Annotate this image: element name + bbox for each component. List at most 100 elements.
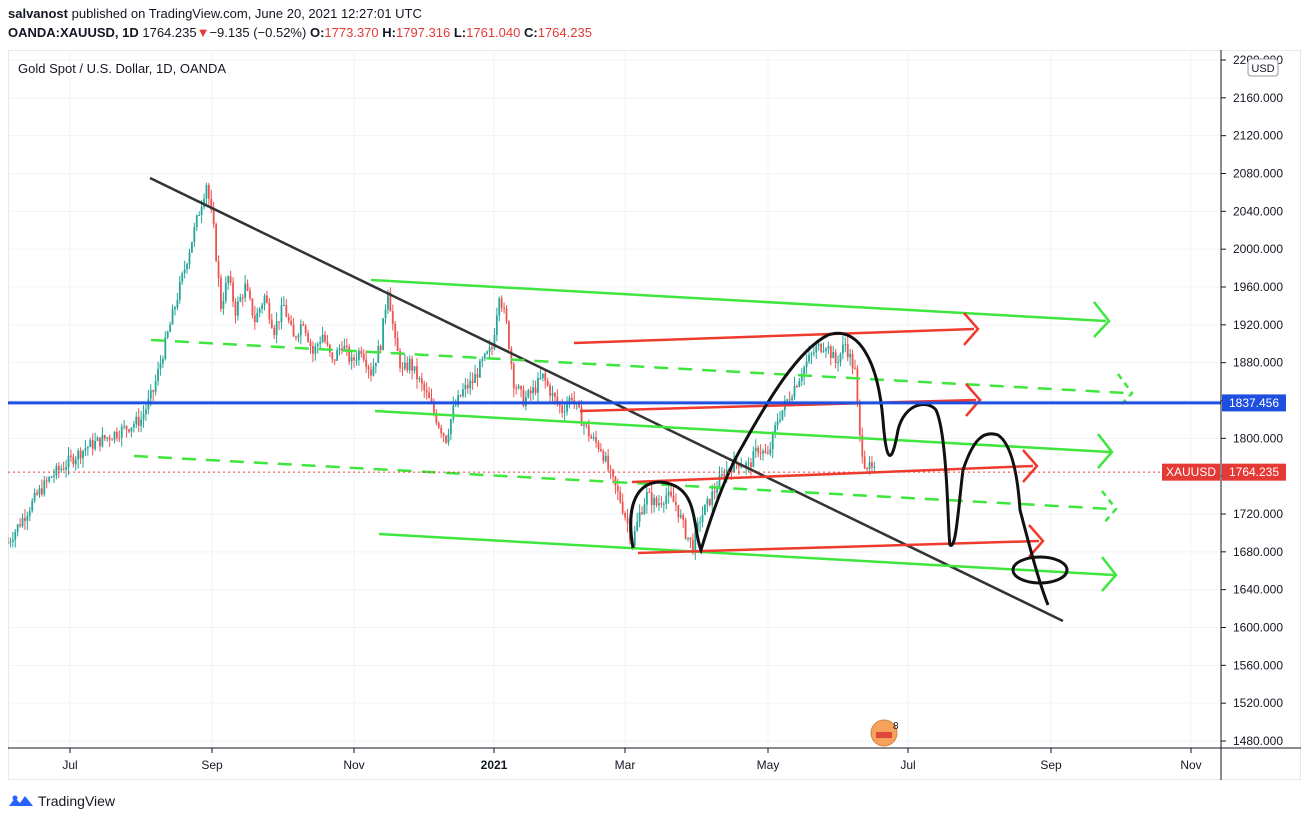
candle-body [837, 362, 839, 364]
red-line-3[interactable] [631, 464, 1034, 484]
candle-body [123, 426, 126, 428]
candle-body [370, 369, 372, 376]
candle-body [135, 416, 138, 425]
price-change: −9.135 (−0.52%) [209, 25, 307, 40]
candle-body [350, 357, 353, 362]
candle-body [713, 491, 716, 493]
candle-body [195, 215, 198, 228]
candle-body [624, 512, 626, 518]
y-tick-label: 2160.000 [1233, 91, 1283, 105]
candle-body [116, 431, 118, 438]
x-tick-label: Nov [343, 758, 364, 772]
candle-body [457, 395, 460, 406]
candle-body [128, 429, 130, 432]
candle-body [420, 378, 423, 384]
red-line-4[interactable] [637, 539, 1040, 555]
candle-body [321, 334, 324, 343]
economic-events-badge[interactable]: 8 [870, 719, 899, 747]
green-arrowhead-icon [1097, 433, 1114, 469]
candle-body [800, 376, 803, 381]
candle-body [706, 498, 709, 505]
candle-body [24, 517, 26, 521]
red-arrowhead-icon [963, 312, 980, 346]
y-tick-label: 1960.000 [1233, 280, 1283, 294]
candle-body [689, 537, 692, 540]
candle-body [863, 456, 866, 469]
candle-body [858, 401, 861, 436]
candle-body [345, 345, 348, 348]
chart-area[interactable]: 2200.0002160.0002120.0002080.0002040.000… [7, 49, 1302, 781]
candle-body [766, 452, 769, 454]
author-name[interactable]: salvanost [8, 6, 68, 21]
candle-body [176, 299, 179, 308]
freehand-target-circle[interactable] [1011, 555, 1069, 585]
candle-body [607, 455, 610, 470]
candle-body [694, 531, 697, 554]
candle-body [86, 447, 89, 449]
candle-body [48, 477, 51, 482]
y-tick-label: 1880.000 [1233, 356, 1283, 370]
red-line-1[interactable] [573, 327, 975, 345]
candle-body [181, 273, 184, 282]
candle-body [643, 504, 646, 514]
candle-body [636, 521, 639, 531]
candle-body [672, 495, 675, 503]
candle-body [842, 344, 844, 354]
candle-body [292, 324, 295, 337]
descending-trendline[interactable] [149, 176, 1064, 623]
green-channel-middle[interactable] [374, 409, 1111, 454]
price-chart-svg[interactable]: 2200.0002160.0002120.0002080.0002040.000… [7, 49, 1302, 781]
candle-body [812, 352, 815, 354]
currency-badge[interactable] [1247, 58, 1279, 77]
level-price-tag [1222, 394, 1286, 412]
candle-body [251, 298, 254, 316]
candle-body [377, 345, 380, 363]
candle-body [481, 358, 484, 361]
candle-body [764, 450, 767, 453]
candle-body [500, 298, 503, 308]
candle-body [563, 411, 566, 413]
candle-body [776, 421, 779, 426]
candle-body [237, 301, 239, 316]
publish-text: published on TradingView.com, June 20, 2… [71, 6, 422, 21]
last-price-tag [1222, 463, 1286, 481]
candle-body [270, 319, 273, 328]
candle-body [648, 491, 651, 493]
candle-body [261, 304, 263, 309]
candle-body [21, 517, 24, 527]
candle-body [430, 398, 433, 403]
candle-body [522, 389, 525, 407]
tradingview-brand[interactable]: TradingView [8, 793, 115, 809]
y-tick-label: 1480.000 [1233, 734, 1283, 748]
y-tick-label: 1920.000 [1233, 318, 1283, 332]
green-dashed-line-upper[interactable] [150, 338, 1127, 395]
candle-body [597, 442, 600, 449]
candle-body [79, 450, 82, 459]
candle-body [517, 386, 520, 389]
candle-body [266, 295, 268, 303]
candle-body [677, 505, 680, 518]
candle-body [275, 321, 278, 336]
candle-body [541, 373, 544, 379]
candle-body [33, 492, 36, 501]
freehand-projection-path[interactable] [629, 331, 1050, 606]
candle-body [844, 344, 847, 346]
candle-body [554, 393, 556, 397]
candle-body [568, 397, 571, 405]
symbol-tag [1162, 463, 1220, 481]
time-axis[interactable]: Jul Sep Nov 2021 Mar May Jul Sep Nov [62, 748, 1202, 772]
grid-lines [8, 50, 1221, 748]
candle-body [253, 315, 256, 323]
candle-body [212, 209, 215, 225]
green-channel-bottom[interactable] [378, 532, 1115, 577]
candle-body [316, 344, 319, 347]
candle-body [810, 353, 813, 355]
y-tick-label: 1680.000 [1233, 545, 1283, 559]
candle-body [101, 435, 104, 447]
user-drawings [133, 176, 1134, 623]
x-tick-label: Mar [615, 758, 636, 772]
green-channel-top[interactable] [370, 278, 1107, 323]
candle-body [825, 348, 827, 351]
y-tick-label: 2080.000 [1233, 167, 1283, 181]
candle-body [570, 397, 573, 401]
